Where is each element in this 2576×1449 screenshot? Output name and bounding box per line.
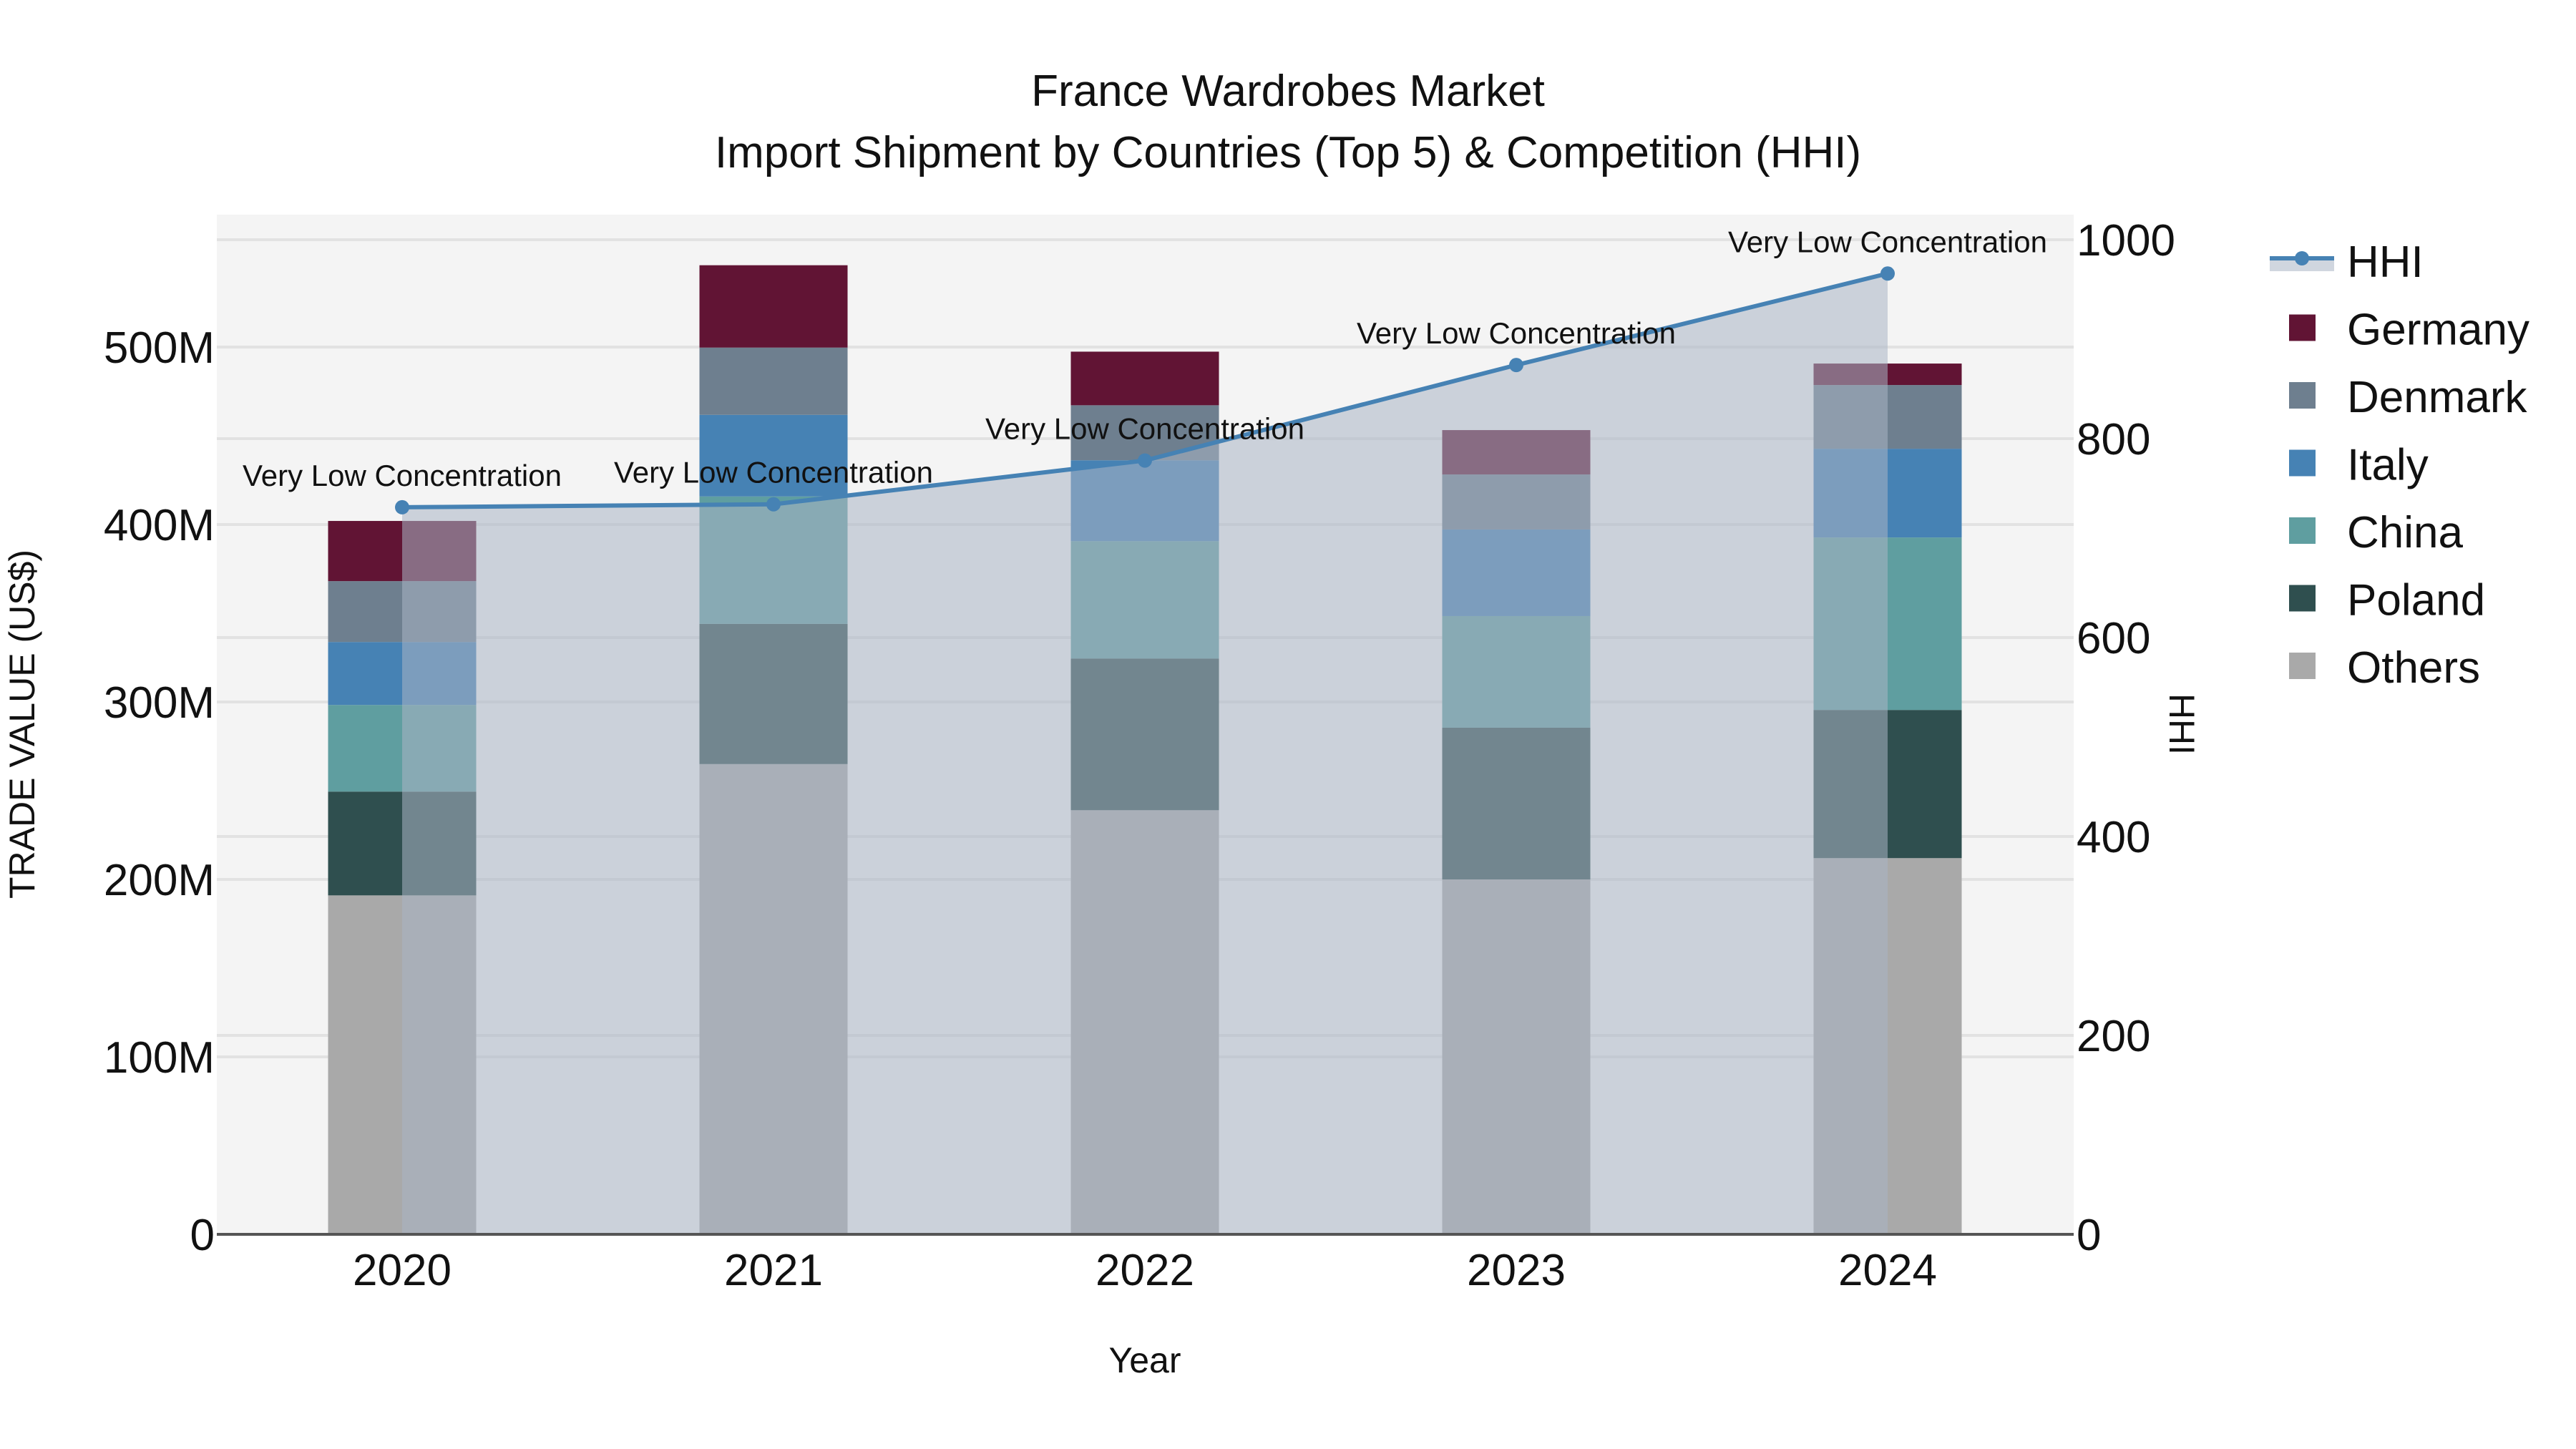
legend-label: Germany (2347, 306, 2529, 355)
legend-item-italy: Italy (2289, 441, 2429, 490)
x-axis-ticks: 2020 2021 2022 2023 2024 (353, 1246, 1937, 1295)
legend-swatch-icon (2289, 314, 2316, 341)
y-right-tick-label: 1000 (2077, 216, 2175, 265)
legend-label: Italy (2347, 441, 2429, 490)
bar-segment-germany (699, 265, 848, 348)
y-axis-left-ticks: 0 100M 200M 300M 400M 500M (104, 323, 215, 1260)
hhi-area-fill (402, 273, 1888, 1234)
legend-item-hhi: HHI (2270, 238, 2424, 287)
legend-swatch-icon (2289, 653, 2316, 679)
bar-segment-denmark (699, 347, 848, 415)
legend-swatch-icon (2289, 585, 2316, 612)
hhi-annotations: Very Low Concentration Very Low Concentra… (243, 225, 2047, 492)
bar-segment-italy (699, 414, 848, 497)
chart-title-line1: France Wardrobes Market (1031, 67, 1545, 116)
legend-item-germany: Germany (2289, 306, 2529, 355)
y-axis-right-ticks: 0 200 400 600 800 1000 (2077, 216, 2175, 1260)
hhi-annotation: Very Low Concentration (1357, 316, 1676, 350)
y-right-tick-label: 200 (2077, 1012, 2150, 1061)
y-left-tick-label: 300M (104, 678, 215, 728)
y-left-tick-label: 200M (104, 856, 215, 905)
legend-label: HHI (2347, 238, 2424, 287)
y-left-tick-label: 0 (190, 1211, 215, 1260)
legend-item-denmark: Denmark (2289, 373, 2528, 422)
legend-item-poland: Poland (2289, 576, 2485, 625)
hhi-line (395, 266, 1895, 514)
y-axis-left-title: TRADE VALUE (US$) (2, 550, 42, 899)
legend-swatch-icon (2289, 382, 2316, 409)
y-right-tick-label: 600 (2077, 614, 2150, 663)
y-left-tick-label: 400M (104, 501, 215, 550)
x-tick-label: 2021 (724, 1246, 823, 1295)
legend-label: Poland (2347, 576, 2485, 625)
legend: HHI Germany Denmark Italy China Poland Others (2270, 238, 2529, 693)
legend-item-others: Others (2289, 643, 2480, 693)
y-axis-right-title: HHI (2162, 693, 2202, 755)
x-tick-label: 2020 (353, 1246, 452, 1295)
hhi-marker (395, 499, 409, 514)
legend-label: Denmark (2347, 373, 2528, 422)
y-right-tick-label: 0 (2077, 1211, 2101, 1260)
legend-item-china: China (2289, 508, 2464, 557)
legend-marker-icon (2295, 251, 2309, 265)
hhi-marker (1138, 453, 1152, 468)
hhi-annotation: Very Low Concentration (985, 412, 1304, 446)
hhi-area (402, 273, 1888, 1234)
legend-label: China (2347, 508, 2464, 557)
legend-label: Others (2347, 643, 2480, 693)
chart-title-line2: Import Shipment by Countries (Top 5) & C… (715, 128, 1861, 177)
hhi-annotation: Very Low Concentration (243, 459, 562, 492)
y-right-tick-label: 400 (2077, 813, 2150, 862)
legend-swatch-icon (2289, 449, 2316, 477)
bar-segment-germany (1070, 351, 1219, 406)
hhi-marker (766, 497, 781, 512)
x-axis-title: Year (1108, 1340, 1181, 1380)
y-left-tick-label: 100M (104, 1033, 215, 1083)
x-tick-label: 2024 (1838, 1246, 1937, 1295)
x-tick-label: 2022 (1096, 1246, 1194, 1295)
hhi-annotation: Very Low Concentration (614, 456, 933, 489)
hhi-marker (1880, 266, 1895, 281)
hhi-annotation: Very Low Concentration (1728, 225, 2047, 258)
x-tick-label: 2023 (1467, 1246, 1566, 1295)
hhi-marker (1509, 358, 1523, 373)
y-left-tick-label: 500M (104, 323, 215, 373)
legend-swatch-icon (2289, 517, 2316, 544)
y-right-tick-label: 800 (2077, 415, 2150, 464)
